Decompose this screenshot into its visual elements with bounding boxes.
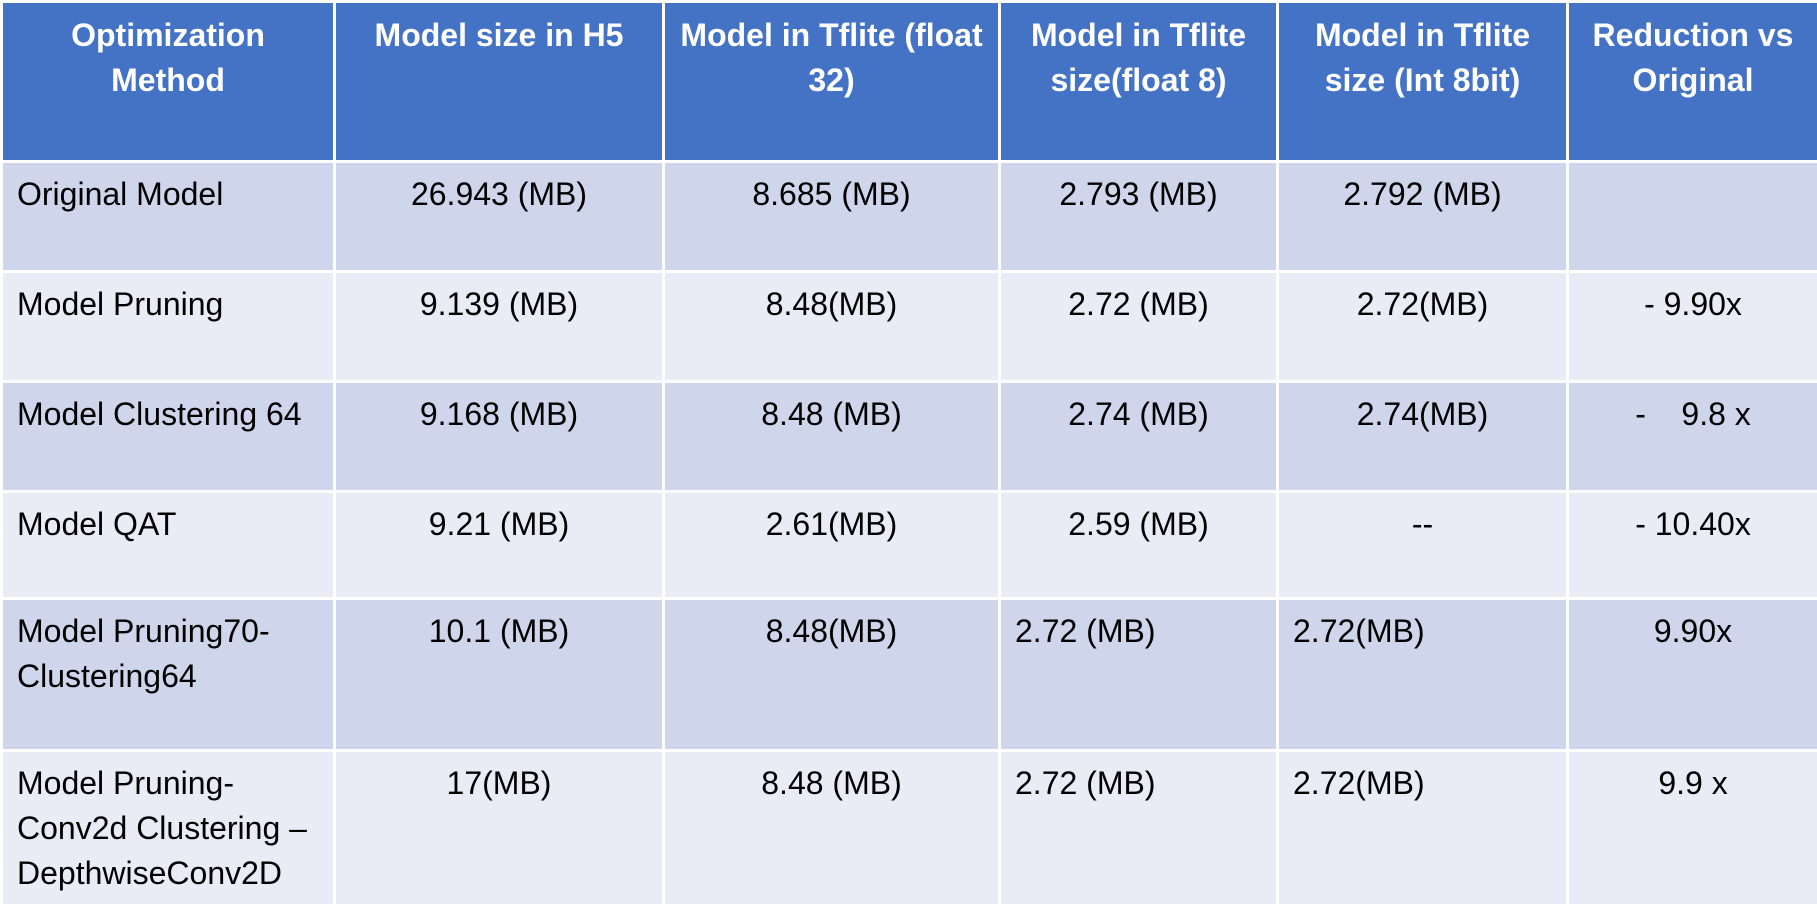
header-reduction: Reduction vs Original: [1566, 0, 1817, 163]
cell-tflite-float8: 2.72 (MB): [998, 270, 1279, 383]
cell-reduction: 9.9 x: [1566, 749, 1817, 907]
header-tflite-float32: Model in Tflite (float 32): [662, 0, 1001, 163]
cell-tflite-float8: 2.793 (MB): [998, 160, 1279, 273]
header-tflite-int8: Model in Tflite size (Int 8bit): [1276, 0, 1569, 163]
table-header-row: Optimization Method Model size in H5 Mod…: [0, 0, 1817, 163]
table-row: Model Pruning-Conv2d Clustering –Depthwi…: [0, 749, 1817, 907]
cell-h5-size: 9.139 (MB): [333, 270, 665, 383]
header-optimization-method: Optimization Method: [0, 0, 336, 163]
cell-reduction: - 10.40x: [1566, 490, 1817, 600]
cell-tflite-int8: 2.74(MB): [1276, 380, 1569, 493]
cell-method: Model Clustering 64: [0, 380, 336, 493]
cell-reduction: - 9.8 x: [1566, 380, 1817, 493]
cell-method: Original Model: [0, 160, 336, 273]
table-row: Original Model 26.943 (MB) 8.685 (MB) 2.…: [0, 160, 1817, 273]
cell-h5-size: 9.168 (MB): [333, 380, 665, 493]
cell-tflite-float8: 2.72 (MB): [998, 749, 1279, 907]
cell-tflite-float8: 2.74 (MB): [998, 380, 1279, 493]
cell-tflite-int8: 2.72(MB): [1276, 597, 1569, 752]
cell-h5-size: 10.1 (MB): [333, 597, 665, 752]
table-row: Model QAT 9.21 (MB) 2.61(MB) 2.59 (MB) -…: [0, 490, 1817, 600]
cell-method: Model Pruning: [0, 270, 336, 383]
table-row: Model Pruning70-Clustering64 10.1 (MB) 8…: [0, 597, 1817, 752]
header-tflite-float8: Model in Tflite size(float 8): [998, 0, 1279, 163]
cell-h5-size: 26.943 (MB): [333, 160, 665, 273]
cell-tflite-float32: 8.48(MB): [662, 597, 1001, 752]
cell-tflite-int8: 2.72(MB): [1276, 270, 1569, 383]
cell-reduction: [1566, 160, 1817, 273]
cell-method: Model Pruning70-Clustering64: [0, 597, 336, 752]
cell-h5-size: 17(MB): [333, 749, 665, 907]
cell-reduction: 9.90x: [1566, 597, 1817, 752]
cell-reduction: - 9.90x: [1566, 270, 1817, 383]
cell-tflite-int8: 2.72(MB): [1276, 749, 1569, 907]
cell-tflite-float32: 2.61(MB): [662, 490, 1001, 600]
header-model-size-h5: Model size in H5: [333, 0, 665, 163]
cell-tflite-float32: 8.48 (MB): [662, 749, 1001, 907]
cell-method: Model QAT: [0, 490, 336, 600]
cell-tflite-float8: 2.59 (MB): [998, 490, 1279, 600]
table-row: Model Pruning 9.139 (MB) 8.48(MB) 2.72 (…: [0, 270, 1817, 383]
cell-tflite-float32: 8.685 (MB): [662, 160, 1001, 273]
cell-method: Model Pruning-Conv2d Clustering –Depthwi…: [0, 749, 336, 907]
cell-tflite-float8: 2.72 (MB): [998, 597, 1279, 752]
cell-tflite-int8: 2.792 (MB): [1276, 160, 1569, 273]
cell-tflite-float32: 8.48(MB): [662, 270, 1001, 383]
cell-tflite-float32: 8.48 (MB): [662, 380, 1001, 493]
cell-tflite-int8: --: [1276, 490, 1569, 600]
cell-h5-size: 9.21 (MB): [333, 490, 665, 600]
table-row: Model Clustering 64 9.168 (MB) 8.48 (MB)…: [0, 380, 1817, 493]
